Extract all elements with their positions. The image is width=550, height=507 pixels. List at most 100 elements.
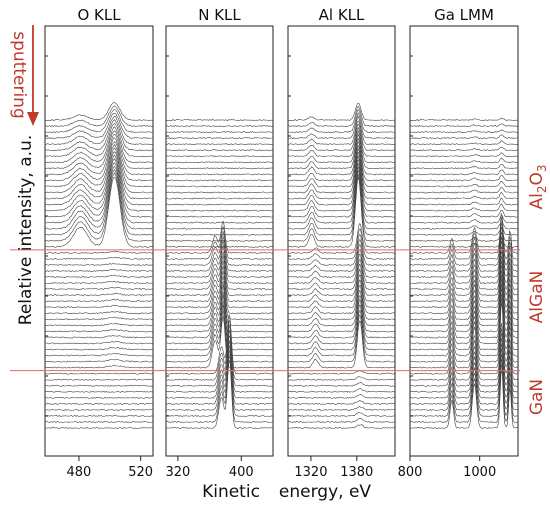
spectrum-line xyxy=(166,266,273,309)
spectrum-line xyxy=(45,176,153,248)
spectrum-line xyxy=(45,402,153,405)
spectrum-line xyxy=(410,213,518,254)
spectrum-line xyxy=(410,221,518,230)
spectrum-line xyxy=(288,144,395,194)
spectrum-line xyxy=(288,115,395,146)
spectrum-line xyxy=(45,335,153,339)
spectrum-line xyxy=(288,120,395,152)
spectrum-line xyxy=(166,349,273,417)
spectrum-line xyxy=(45,102,153,121)
spectrum-line xyxy=(288,279,395,321)
spectrum-line xyxy=(166,226,273,260)
spectrum-line xyxy=(410,197,518,206)
spectrum-line xyxy=(288,244,395,278)
spectrum-line xyxy=(166,319,273,381)
spectrum-line xyxy=(166,220,273,254)
spectrum-line xyxy=(166,215,273,218)
spectrum-line xyxy=(410,227,518,272)
spectrum-line xyxy=(288,223,395,254)
spectrum-line xyxy=(166,173,273,176)
spectrum-line xyxy=(166,260,273,303)
spectrum-line xyxy=(288,400,395,405)
spectrum-line xyxy=(45,372,153,375)
spectrum-line xyxy=(45,151,153,206)
spectrum-line xyxy=(166,197,273,200)
spectrum-line xyxy=(288,412,395,417)
spectrum-line xyxy=(288,268,395,309)
spectrum-line xyxy=(410,169,518,176)
spectrum-line xyxy=(288,137,395,182)
spectrum-line xyxy=(166,203,273,206)
layer-label-algan: AlGaN xyxy=(527,271,547,324)
spectrum-line xyxy=(166,221,273,224)
spectrum-line xyxy=(45,143,153,194)
spectrum-line xyxy=(288,417,395,423)
spectrum-line xyxy=(288,393,395,399)
spectrum-line xyxy=(166,185,273,188)
spectrum-line xyxy=(288,154,395,212)
spectrum-line xyxy=(288,162,395,224)
spectrum-line xyxy=(166,310,273,363)
spectrum-line xyxy=(166,281,273,327)
spectrum-line xyxy=(45,268,153,272)
spectrum-line xyxy=(45,172,153,242)
spectrum-line xyxy=(166,291,273,339)
spectrum-line xyxy=(288,259,395,297)
spectrum-line xyxy=(410,180,518,188)
spectrum-line xyxy=(410,191,518,200)
spectrum-line xyxy=(410,210,518,218)
spectrum-line xyxy=(45,154,153,212)
spectrum-line xyxy=(166,335,273,399)
spectrum-line xyxy=(410,140,518,146)
spectrum-line xyxy=(166,118,273,121)
spectrum-line xyxy=(288,102,395,121)
spectrum-line xyxy=(45,304,153,309)
x-tick-label: 480 xyxy=(67,465,92,480)
spectrum-line xyxy=(288,289,395,333)
layer-label-al2o3: Al2O3 xyxy=(527,164,549,209)
spectrum-line xyxy=(410,163,518,170)
spectrum-line xyxy=(166,355,273,423)
spectrum-line xyxy=(45,250,153,254)
spectrum-line xyxy=(288,299,395,345)
spectrum-line xyxy=(166,143,273,146)
spectrum-line xyxy=(45,311,153,315)
spectrum-line xyxy=(288,249,395,284)
panel-ga-lmm: Ga LMM 800 1000 xyxy=(398,6,519,480)
spectrum-line xyxy=(45,340,153,345)
panel-n-kll: N KLL 320 400 xyxy=(165,6,274,480)
spectrum-line xyxy=(410,157,518,164)
spectrum-line xyxy=(45,390,153,393)
panel-frame xyxy=(165,25,274,457)
spectrum-line xyxy=(288,126,395,164)
spectra-panels: O KLL 480 520 N KLL 320 400 Al KLL 1320 1380 Ga L… xyxy=(44,6,519,480)
spectrum-line xyxy=(166,233,273,236)
spectrum-line xyxy=(45,274,153,278)
spectrum-line xyxy=(45,298,153,303)
spectrum-line xyxy=(166,300,273,351)
spectrum-line xyxy=(410,302,518,369)
spectrum-line xyxy=(45,165,153,230)
spectrum-line xyxy=(288,123,395,158)
spectrum-line xyxy=(166,131,273,134)
y-axis-label: Relative intensity, a.u. xyxy=(16,135,36,325)
spectrum-line xyxy=(288,304,395,351)
spectrum-line xyxy=(45,280,153,284)
x-tick-label: 1000 xyxy=(463,465,496,480)
spectrum-line xyxy=(288,376,395,381)
spectra-traces xyxy=(410,117,518,429)
spectrum-line xyxy=(166,325,273,387)
sputtering-label: sputtering xyxy=(9,31,29,119)
spectrum-line xyxy=(410,368,518,429)
spectrum-line xyxy=(288,382,395,387)
spectrum-line xyxy=(45,119,153,152)
x-tick-label: 400 xyxy=(229,465,254,480)
spectrum-line xyxy=(45,115,153,146)
spectrum-line xyxy=(166,255,273,297)
spectrum-line xyxy=(166,179,273,182)
spectrum-line xyxy=(45,130,153,170)
spectrum-line xyxy=(288,263,395,303)
spectrum-line xyxy=(410,240,518,291)
spectrum-line xyxy=(410,175,518,182)
spectrum-line xyxy=(45,384,153,387)
